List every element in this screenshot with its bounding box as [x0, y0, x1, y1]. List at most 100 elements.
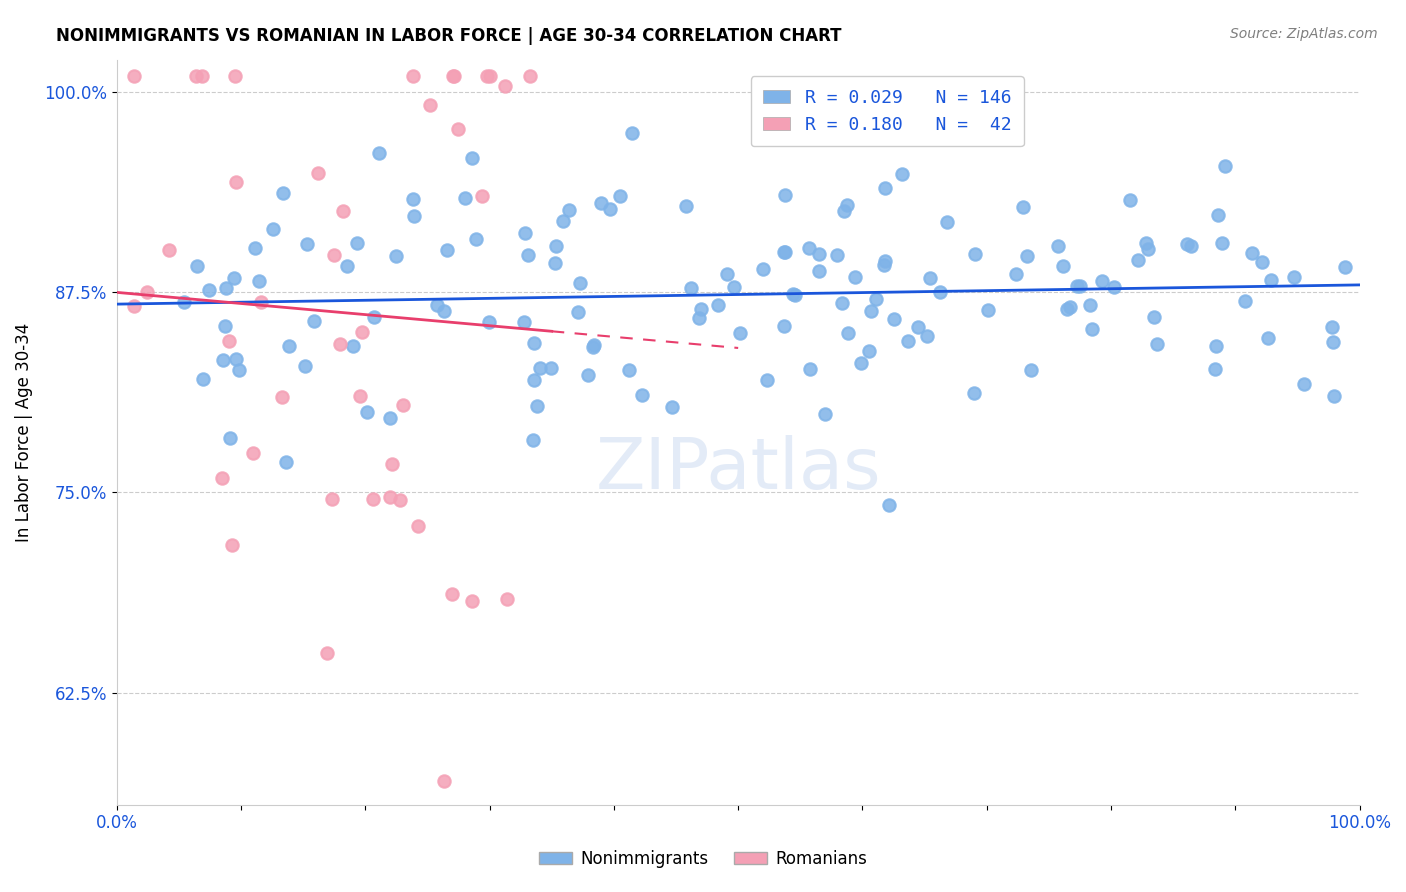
Point: [494, 79, 516, 94]
Point: [198, 283, 221, 297]
Point: [247, 274, 270, 288]
Point: [464, 231, 486, 245]
Point: [433, 304, 456, 318]
Point: [363, 310, 385, 325]
Point: [681, 281, 703, 295]
Point: [583, 338, 606, 352]
Point: [688, 311, 710, 326]
Point: [1011, 200, 1033, 214]
Point: [381, 458, 404, 472]
Point: [186, 260, 208, 274]
Point: [1211, 235, 1233, 250]
Point: [1128, 253, 1150, 268]
Point: [1323, 389, 1346, 403]
Point: [963, 386, 986, 401]
Point: [307, 166, 329, 180]
Y-axis label: In Labor Force | Age 30-34: In Labor Force | Age 30-34: [15, 323, 32, 541]
Point: [540, 360, 562, 375]
Point: [883, 312, 905, 326]
Point: [274, 455, 297, 469]
Point: [1081, 322, 1104, 336]
Point: [271, 186, 294, 200]
Point: [783, 288, 806, 302]
Point: [825, 247, 848, 261]
Point: [1017, 249, 1039, 263]
Point: [496, 592, 519, 607]
Point: [831, 295, 853, 310]
Point: [1334, 260, 1357, 275]
Point: [865, 293, 887, 307]
Point: [609, 189, 631, 203]
Point: [336, 260, 359, 274]
Point: [406, 519, 429, 533]
Point: [631, 388, 654, 402]
Point: [1180, 239, 1202, 253]
Point: [157, 244, 180, 258]
Point: [302, 314, 325, 328]
Point: [1052, 259, 1074, 273]
Point: [877, 498, 900, 512]
Point: [436, 244, 458, 258]
Point: [513, 226, 536, 240]
Point: [402, 209, 425, 223]
Point: [582, 340, 605, 354]
Point: [211, 470, 233, 484]
Point: [367, 145, 389, 160]
Point: [544, 255, 567, 269]
Point: [963, 246, 986, 260]
Point: [1135, 236, 1157, 251]
Point: [211, 353, 233, 368]
Point: [433, 773, 456, 788]
Point: [977, 302, 1000, 317]
Point: [479, 69, 502, 83]
Point: [599, 202, 621, 217]
Point: [346, 235, 368, 250]
Point: [1146, 337, 1168, 351]
Point: [522, 433, 544, 447]
Point: [576, 368, 599, 383]
Point: [461, 594, 484, 608]
Point: [1251, 255, 1274, 269]
Point: [356, 405, 378, 419]
Point: [897, 334, 920, 348]
Point: [191, 69, 214, 83]
Point: [184, 69, 207, 83]
Point: [218, 431, 240, 445]
Point: [619, 363, 641, 377]
Point: [441, 69, 464, 83]
Point: [808, 247, 831, 261]
Point: [1205, 339, 1227, 353]
Point: [723, 280, 745, 294]
Point: [193, 372, 215, 386]
Point: [1282, 270, 1305, 285]
Point: [589, 196, 612, 211]
Text: Source: ZipAtlas.com: Source: ZipAtlas.com: [1230, 27, 1378, 41]
Point: [689, 302, 711, 317]
Point: [835, 197, 858, 211]
Point: [225, 175, 247, 189]
Point: [553, 214, 575, 228]
Point: [1233, 294, 1256, 309]
Point: [173, 294, 195, 309]
Point: [799, 362, 821, 376]
Point: [773, 187, 796, 202]
Point: [544, 239, 567, 253]
Point: [402, 192, 425, 206]
Point: [512, 315, 534, 329]
Point: [295, 237, 318, 252]
Point: [873, 258, 896, 272]
Point: [1257, 331, 1279, 345]
Point: [441, 586, 464, 600]
Point: [380, 411, 402, 425]
Point: [419, 98, 441, 112]
Point: [278, 339, 301, 353]
Point: [567, 305, 589, 319]
Point: [1175, 237, 1198, 252]
Point: [706, 298, 728, 312]
Point: [1294, 376, 1316, 391]
Point: [935, 214, 957, 228]
Point: [808, 264, 831, 278]
Point: [907, 320, 929, 334]
Point: [772, 319, 794, 334]
Point: [1213, 159, 1236, 173]
